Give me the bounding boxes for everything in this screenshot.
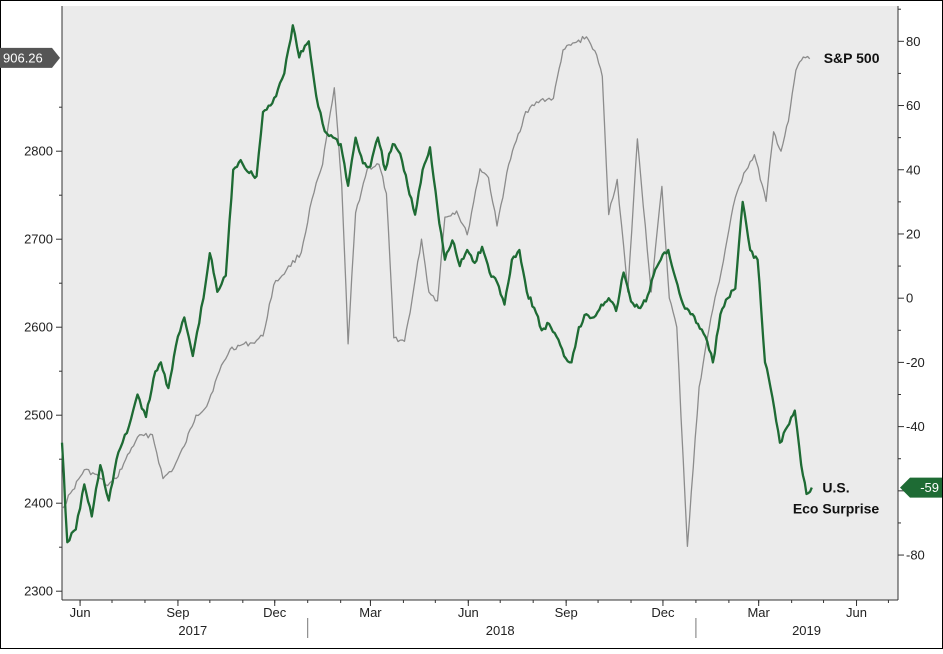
- left-tick-label: 2300: [24, 584, 53, 599]
- eco-surprise-line: [60, 24, 813, 544]
- eco-surprise-series-label: U.S.: [822, 480, 849, 496]
- right-tick-label: 0: [906, 291, 913, 306]
- eco-surprise-value-badge: [900, 477, 942, 498]
- right-tick-label: 80: [906, 34, 920, 49]
- x-tick-label: Dec: [651, 605, 675, 620]
- left-tick-label: 2500: [24, 408, 53, 423]
- eco-surprise-value-badge-text: -59: [920, 480, 939, 495]
- x-tick-label: Sep: [555, 605, 578, 620]
- sp500-series-label: S&P 500: [824, 50, 880, 66]
- x-tick-label: Jun: [458, 605, 479, 620]
- right-tick-label: 20: [906, 226, 920, 241]
- x-tick-label: Jun: [846, 605, 867, 620]
- eco-surprise-series-label: Eco Surprise: [793, 501, 880, 517]
- x-tick-label: Dec: [263, 605, 287, 620]
- x-tick-label: Jun: [70, 605, 91, 620]
- x-year-label: 2018: [486, 623, 515, 638]
- series-label-layer: S&P 500 906.26 U.S. Eco Surprise -59: [0, 47, 942, 517]
- plot-area: [62, 6, 898, 600]
- left-tick-label: 2800: [24, 144, 53, 159]
- left-tick-label: 2700: [24, 232, 53, 247]
- left-axis-ticks: 2300 2400 2500 2600 2700 2800: [24, 106, 62, 599]
- x-axis-ticks: Jun Sep Dec Mar Jun Sep Dec Mar Jun 2017 2018 2019: [70, 600, 889, 638]
- right-tick-label: -20: [906, 355, 925, 370]
- x-year-label: 2019: [792, 623, 821, 638]
- sp500-value-badge-text: 906.26: [3, 50, 43, 65]
- x-tick-label: Mar: [747, 605, 770, 620]
- sp500-value-badge: [0, 47, 60, 68]
- x-tick-label: Mar: [359, 605, 382, 620]
- sp500-line: [61, 35, 811, 547]
- left-tick-label: 2400: [24, 496, 53, 511]
- right-tick-label: 60: [906, 98, 920, 113]
- right-tick-label: -40: [906, 419, 925, 434]
- right-tick-label: 40: [906, 162, 920, 177]
- right-tick-label: -80: [906, 548, 925, 563]
- series-layer: [60, 24, 813, 547]
- x-year-label: 2017: [178, 623, 207, 638]
- x-tick-label: Sep: [166, 605, 189, 620]
- left-tick-label: 2600: [24, 320, 53, 335]
